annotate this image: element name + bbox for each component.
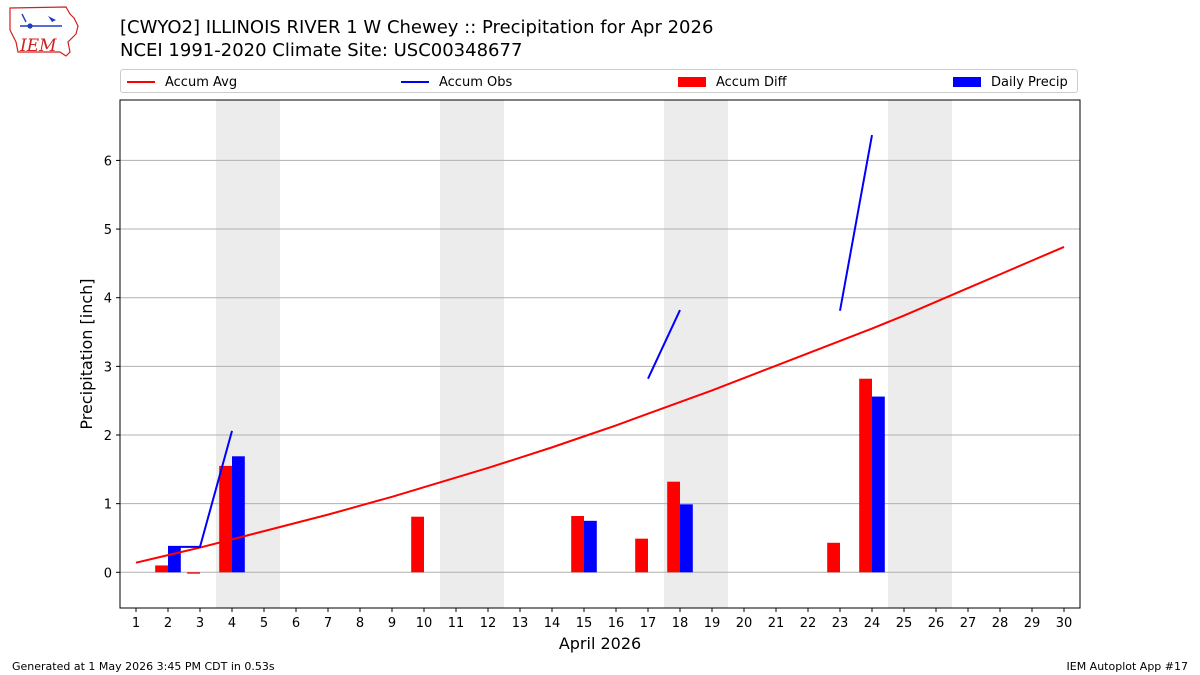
iem-logo-graphic: IEM — [9, 6, 79, 57]
x-tick-label: 9 — [388, 616, 396, 631]
legend-label-daily-precip: Daily Precip — [991, 74, 1068, 90]
x-tick-label: 2 — [164, 616, 172, 631]
x-tick-label: 26 — [928, 616, 945, 631]
x-tick-label: 21 — [768, 616, 785, 631]
legend-line-accum-avg — [127, 81, 155, 83]
x-tick-label: 13 — [512, 616, 529, 631]
x-tick-label: 12 — [480, 616, 497, 631]
accum-avg-line — [135, 245, 1065, 564]
x-tick-label: 8 — [356, 616, 364, 631]
iem-logo: IEM — [6, 4, 82, 60]
accum-diff-bar — [219, 465, 232, 573]
daily-precip-bar — [584, 520, 597, 573]
plot-frame — [119, 99, 1081, 609]
x-tick-label: 28 — [992, 616, 1009, 631]
iem-logo-text: IEM — [19, 36, 57, 56]
series-lines — [135, 134, 1065, 564]
x-tick-label: 10 — [416, 616, 433, 631]
daily-precip-bar — [232, 456, 245, 573]
x-tick-label: 5 — [260, 616, 268, 631]
accum-diff-bar — [155, 565, 168, 573]
x-tick-label: 11 — [448, 616, 465, 631]
accum-diff-bar — [571, 516, 584, 573]
x-tick-label: 3 — [196, 616, 204, 631]
legend-item-accum-diff: Accum Diff — [678, 73, 787, 91]
chart-title: [CWYO2] ILLINOIS RIVER 1 W Chewey :: Pre… — [120, 17, 714, 38]
x-tick-label: 1 — [132, 616, 140, 631]
y-tick-label: 6 — [104, 154, 112, 169]
x-tick-label: 25 — [896, 616, 913, 631]
y-tick-label: 5 — [104, 223, 112, 238]
x-tick-label: 4 — [228, 616, 236, 631]
legend-item-accum-avg: Accum Avg — [127, 73, 237, 91]
weekend-shade — [888, 100, 952, 608]
y-tick-label: 3 — [104, 360, 112, 375]
accum-diff-bar — [635, 538, 648, 573]
bars — [155, 378, 885, 574]
accum-diff-bar — [411, 516, 424, 573]
legend-label-accum-obs: Accum Obs — [439, 74, 513, 90]
y-tick-label: 4 — [104, 292, 112, 307]
accum-obs-line — [168, 430, 233, 548]
x-tick-label: 18 — [672, 616, 689, 631]
weekend-shading — [216, 100, 952, 608]
x-tick-label: 24 — [864, 616, 881, 631]
accum-obs-line — [647, 309, 681, 380]
accum-obs-line — [839, 134, 873, 311]
accum-diff-bar — [859, 378, 872, 573]
x-tick-label: 29 — [1024, 616, 1041, 631]
x-tick-label: 22 — [800, 616, 817, 631]
x-tick-label: 23 — [832, 616, 849, 631]
x-tick-label: 6 — [292, 616, 300, 631]
y-tick-label: 0 — [104, 566, 112, 581]
legend-swatch-accum-diff — [678, 77, 706, 87]
x-tick-label: 17 — [640, 616, 657, 631]
accum-diff-bar — [827, 542, 840, 573]
legend-label-accum-avg: Accum Avg — [165, 74, 238, 90]
grid-lines — [120, 159, 1080, 573]
y-tick-label: 2 — [104, 429, 112, 444]
x-tick-label: 14 — [544, 616, 561, 631]
legend-swatch-daily-precip — [953, 77, 981, 87]
legend-item-daily-precip: Daily Precip — [953, 73, 1068, 91]
legend-label-accum-diff: Accum Diff — [716, 74, 787, 90]
legend-line-accum-obs — [401, 81, 429, 83]
x-tick-label: 15 — [576, 616, 593, 631]
daily-precip-bar — [680, 504, 693, 573]
y-tick-label: 1 — [104, 498, 112, 513]
x-tick-label: 19 — [704, 616, 721, 631]
x-tick-label: 27 — [960, 616, 977, 631]
x-tick-label: 16 — [608, 616, 625, 631]
legend-item-accum-obs: Accum Obs — [401, 73, 512, 91]
x-axis-label: April 2026 — [559, 634, 641, 653]
footer-generated: Generated at 1 May 2026 3:45 PM CDT in 0… — [12, 660, 275, 673]
y-axis-label: Precipitation [inch] — [77, 278, 96, 429]
x-tick-label: 7 — [324, 616, 332, 631]
chart-legend: Accum Avg Accum Obs Accum Diff Daily Pre… — [120, 69, 1078, 93]
accum-diff-bar — [187, 572, 200, 574]
x-tick-label: 20 — [736, 616, 753, 631]
accum-diff-bar — [667, 481, 680, 573]
daily-precip-bar — [168, 546, 181, 573]
daily-precip-bar — [872, 396, 885, 573]
x-tick-label: 30 — [1056, 616, 1073, 631]
chart-subtitle: NCEI 1991-2020 Climate Site: USC00348677 — [120, 40, 523, 61]
weekend-shade — [440, 100, 504, 608]
footer-app: IEM Autoplot App #17 — [1066, 660, 1189, 673]
